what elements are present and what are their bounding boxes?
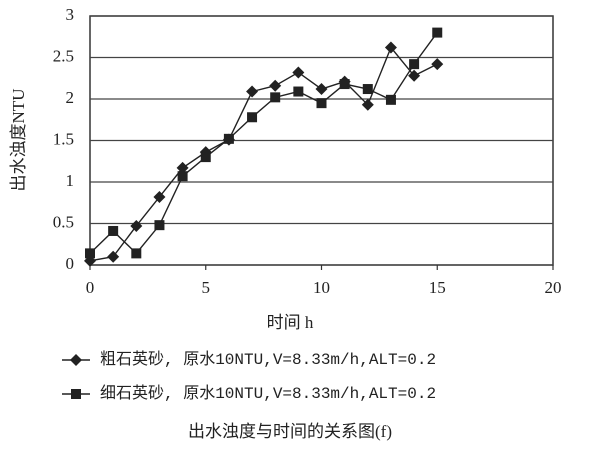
- x-tick-label: 15: [429, 278, 446, 297]
- legend-marker: [70, 354, 82, 366]
- data-point: [154, 220, 165, 231]
- data-point: [408, 69, 421, 82]
- data-point: [131, 248, 142, 259]
- data-point: [385, 94, 396, 105]
- data-point: [362, 84, 373, 95]
- data-point: [177, 171, 188, 182]
- x-axis-label: 时间 h: [267, 313, 314, 332]
- y-tick-label: 3: [66, 5, 75, 24]
- data-point: [108, 225, 119, 236]
- y-tick-label: 1.5: [53, 129, 74, 148]
- x-tick-label: 5: [202, 278, 211, 297]
- data-point: [85, 248, 95, 259]
- data-point: [293, 86, 304, 97]
- data-point: [316, 98, 327, 109]
- data-point: [409, 59, 420, 70]
- data-point: [431, 58, 444, 71]
- data-point: [200, 152, 211, 163]
- data-point: [176, 161, 189, 174]
- legend-label: 粗石英砂, 原水10NTU,V=8.33m/h,ALT=0.2: [100, 350, 436, 369]
- x-tick-label: 0: [86, 278, 95, 297]
- legend-label: 细石英砂, 原水10NTU,V=8.33m/h,ALT=0.2: [100, 384, 436, 403]
- x-tick-label: 10: [313, 278, 330, 297]
- y-tick-label: 0: [66, 254, 75, 273]
- data-point: [432, 27, 443, 38]
- y-tick-label: 1: [66, 171, 75, 190]
- data-point: [384, 41, 397, 54]
- data-point: [339, 79, 350, 90]
- data-point: [130, 219, 143, 232]
- data-point: [292, 66, 305, 79]
- y-tick-label: 2: [66, 88, 75, 107]
- data-point: [107, 250, 120, 263]
- y-tick-label: 2.5: [53, 46, 74, 65]
- y-axis-label: 出水浊度NTU: [9, 89, 28, 192]
- data-point: [246, 85, 259, 98]
- data-point: [315, 83, 328, 96]
- y-tick-label: 0.5: [53, 212, 74, 231]
- data-point: [247, 112, 258, 123]
- legend-marker: [71, 389, 81, 399]
- data-point: [269, 79, 282, 92]
- x-tick-label: 20: [545, 278, 562, 297]
- series-line: [89, 32, 438, 255]
- caption: 出水浊度与时间的关系图(f): [188, 422, 392, 441]
- data-point: [270, 92, 281, 103]
- data-point: [361, 98, 374, 111]
- data-point: [223, 133, 234, 144]
- data-point: [153, 190, 166, 203]
- series-line: [89, 46, 438, 262]
